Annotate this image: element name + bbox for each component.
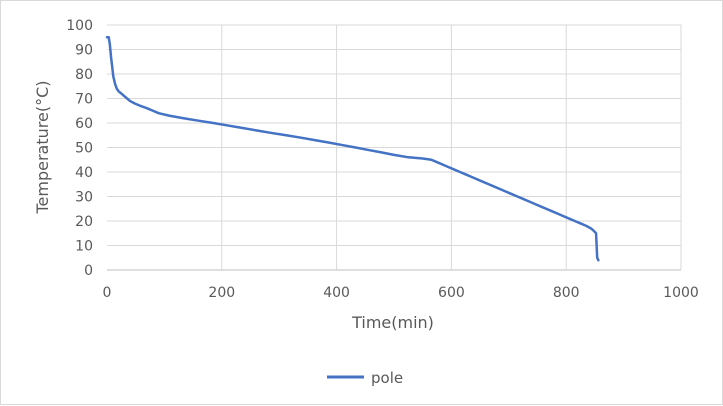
y-axis-title: Temperature(°C) — [33, 80, 52, 214]
y-tick-label-100: 100 — [66, 18, 93, 34]
y-tick-label-0: 0 — [84, 263, 93, 279]
horizontal-gridlines — [107, 24, 681, 271]
y-tick-label-40: 40 — [75, 165, 93, 181]
y-tick-label-50: 50 — [75, 141, 93, 157]
legend-label-pole: pole — [371, 369, 403, 387]
series-line-pole — [105, 36, 600, 262]
legend: pole — [327, 369, 403, 387]
y-tick-label-30: 30 — [75, 190, 93, 206]
y-tick-label-10: 10 — [75, 239, 93, 255]
y-tick-labels: 0 10 20 30 40 50 60 70 80 90 100 — [66, 18, 93, 279]
x-tick-label-400: 400 — [323, 285, 350, 301]
vertical-gridlines — [221, 25, 682, 270]
y-tick-label-70: 70 — [75, 92, 93, 108]
y-tick-label-90: 90 — [75, 43, 93, 59]
x-tick-label-800: 800 — [553, 285, 580, 301]
x-tick-label-1000: 1000 — [663, 285, 699, 301]
y-tick-label-80: 80 — [75, 67, 93, 83]
y-tick-label-60: 60 — [75, 116, 93, 132]
x-tick-label-600: 600 — [438, 285, 465, 301]
x-tick-labels: 0 200 400 600 800 1000 — [103, 285, 699, 301]
series-layer — [105, 36, 600, 262]
x-tick-label-0: 0 — [103, 285, 112, 301]
x-tick-label-200: 200 — [208, 285, 235, 301]
x-axis-title: Time(min) — [351, 313, 434, 332]
y-tick-label-20: 20 — [75, 214, 93, 230]
